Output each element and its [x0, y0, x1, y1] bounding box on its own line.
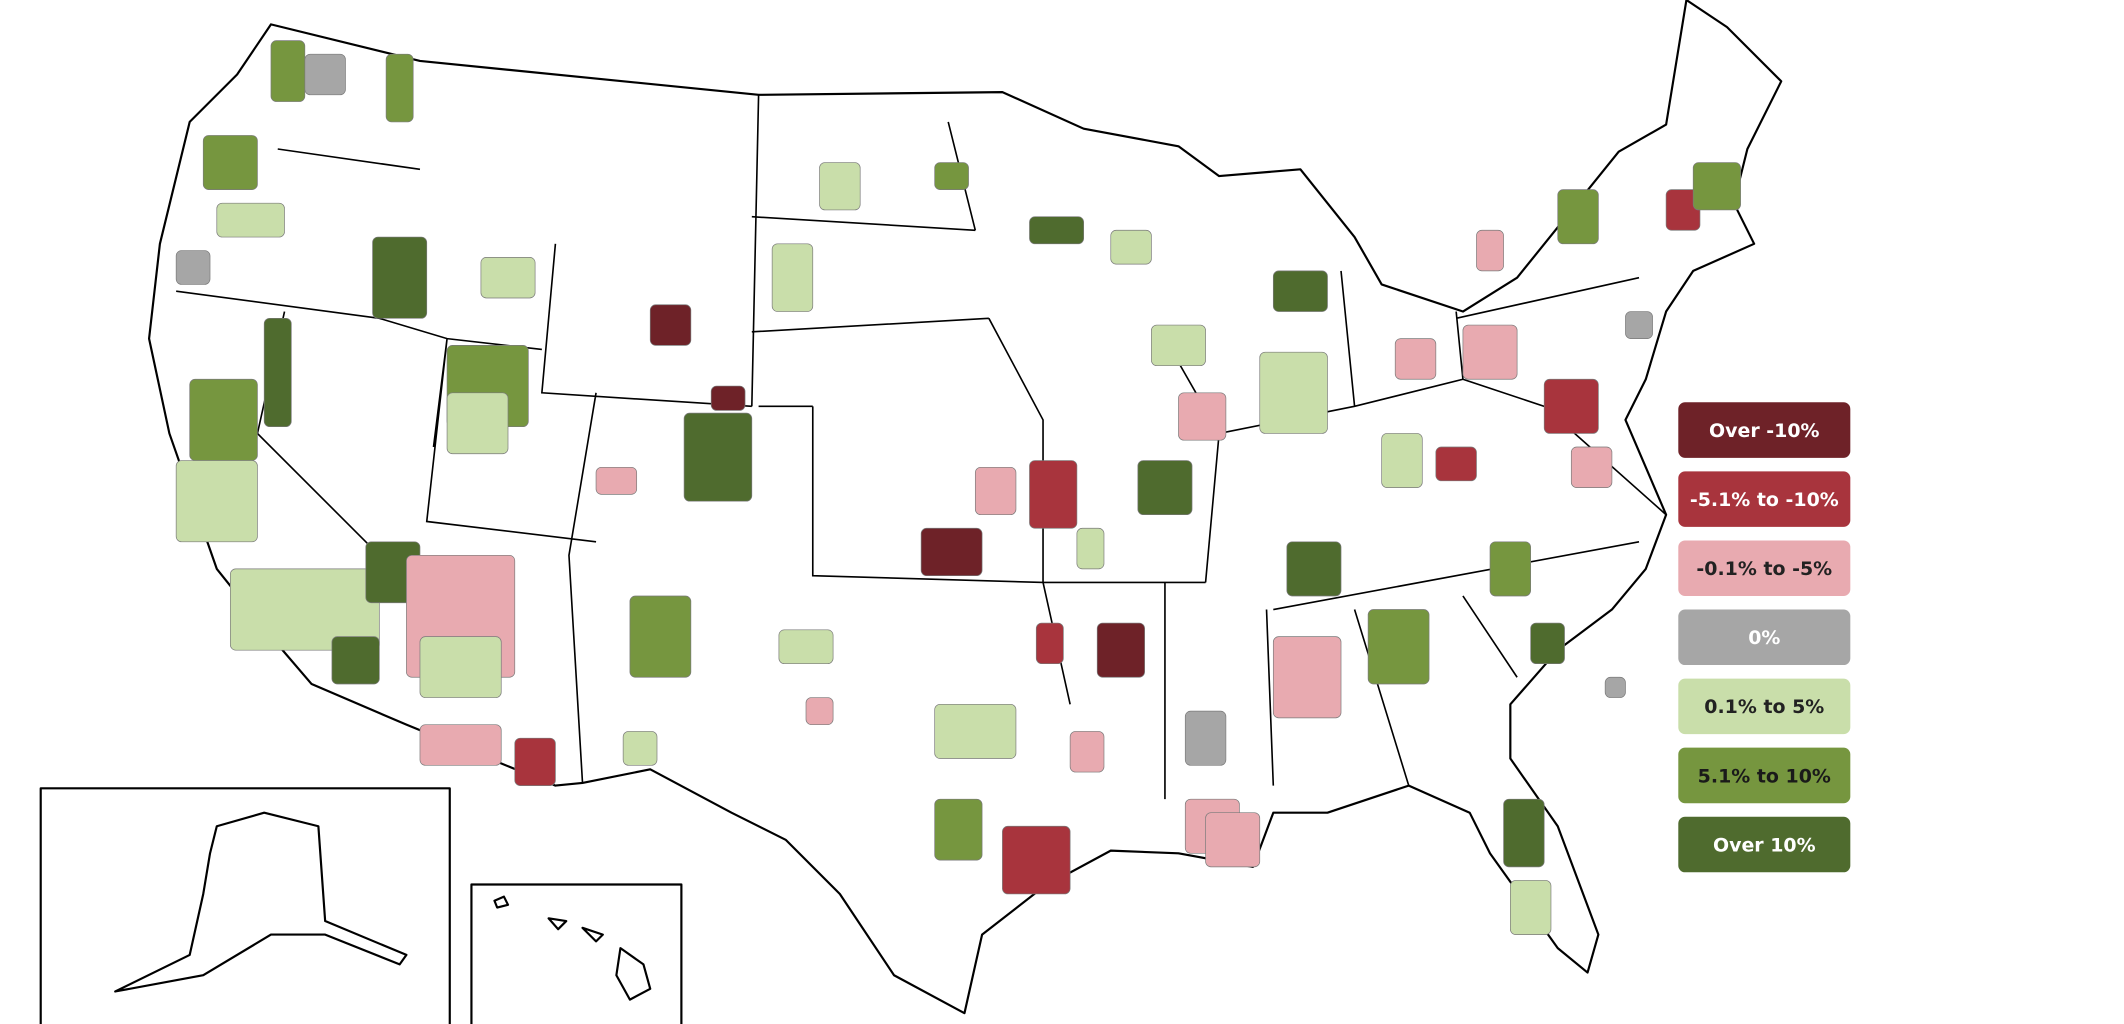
metro-area — [1503, 798, 1545, 868]
metro-area — [1510, 880, 1552, 935]
metro-area — [372, 236, 428, 319]
metro-area — [1489, 541, 1531, 597]
metro-area — [683, 412, 753, 502]
alaska — [114, 811, 408, 993]
legend: Over -10% -5.1% to -10% -0.1% to -5% 0% 0.1%… — [1678, 402, 1851, 873]
metro-area — [710, 385, 746, 411]
legend-swatch — [1678, 816, 1851, 873]
metro-area — [1002, 825, 1071, 895]
metro-area — [1286, 541, 1342, 597]
metro-area — [1205, 812, 1261, 868]
metro-area — [649, 304, 692, 346]
metro-area — [230, 568, 380, 651]
metro-area — [263, 317, 292, 428]
metro-area — [189, 378, 258, 461]
metro-area — [1178, 392, 1227, 441]
legend-swatch — [1678, 747, 1851, 804]
metro-area — [1096, 622, 1145, 678]
metro-area — [934, 162, 969, 190]
metro-area — [480, 257, 536, 299]
metro-area — [1543, 378, 1599, 434]
metro-area — [595, 466, 638, 495]
metro-areas — [175, 40, 1741, 935]
metro-area — [1137, 460, 1193, 516]
metro-area — [1557, 189, 1599, 245]
metro-area — [629, 595, 692, 678]
metro-area — [778, 629, 834, 665]
metro-area — [1435, 446, 1477, 482]
metro-area — [1069, 731, 1105, 773]
metro-area — [1367, 609, 1430, 685]
metro-area — [1076, 527, 1105, 570]
metro-area — [419, 636, 502, 698]
metro-area — [1151, 324, 1206, 367]
metro-area — [1272, 636, 1342, 719]
metro-area — [771, 243, 814, 312]
metro-area — [1381, 433, 1423, 488]
metro-area — [446, 392, 509, 455]
metro-area — [934, 703, 1017, 759]
metro-area — [175, 460, 258, 543]
legend-label: 0.1% to 5% — [1704, 696, 1824, 718]
legend-label: 0% — [1748, 627, 1780, 649]
hawaii-inset — [470, 883, 683, 1024]
metro-area — [1462, 324, 1518, 380]
legend-label: -0.1% to -5% — [1696, 558, 1832, 580]
us-outline — [147, 0, 1783, 1015]
legend-swatch — [1678, 471, 1851, 527]
metro-area — [1394, 338, 1437, 380]
metro-area — [1530, 622, 1565, 665]
metro-area — [270, 40, 306, 102]
metro-area — [175, 250, 211, 285]
metro-area — [1035, 622, 1064, 665]
metro-area — [1184, 710, 1227, 766]
metro-area — [1272, 270, 1328, 312]
metro-area — [819, 162, 861, 211]
metro-area — [514, 737, 556, 786]
legend-label: 5.1% to 10% — [1698, 765, 1831, 787]
metro-area — [202, 135, 258, 190]
metro-area — [920, 527, 983, 576]
metro-area — [331, 636, 380, 685]
metro-area — [304, 53, 346, 96]
metro-area — [1604, 676, 1626, 698]
legend-label: Over -10% — [1709, 420, 1820, 442]
legend-swatch — [1678, 540, 1851, 596]
metro-area — [1029, 460, 1078, 529]
metro-area — [1692, 162, 1741, 211]
metro-area — [1029, 216, 1085, 245]
metro-area — [419, 724, 502, 766]
legend-swatch — [1678, 609, 1851, 666]
metro-area — [622, 731, 658, 766]
legend-label: -5.1% to -10% — [1690, 489, 1839, 511]
metro-area — [1476, 229, 1504, 272]
metro-area — [385, 53, 414, 123]
legend-swatch — [1678, 678, 1851, 735]
hawaii — [493, 895, 652, 1001]
metro-area — [216, 202, 285, 238]
metro-area — [934, 798, 983, 861]
legend-swatch — [1678, 402, 1851, 458]
legend-label: Over 10% — [1713, 834, 1816, 856]
metro-area — [1625, 311, 1653, 339]
metro-area — [805, 697, 834, 725]
metro-area — [1110, 229, 1152, 265]
metro-area — [1570, 446, 1613, 488]
metro-area — [974, 466, 1017, 516]
metro-area — [1259, 351, 1328, 434]
